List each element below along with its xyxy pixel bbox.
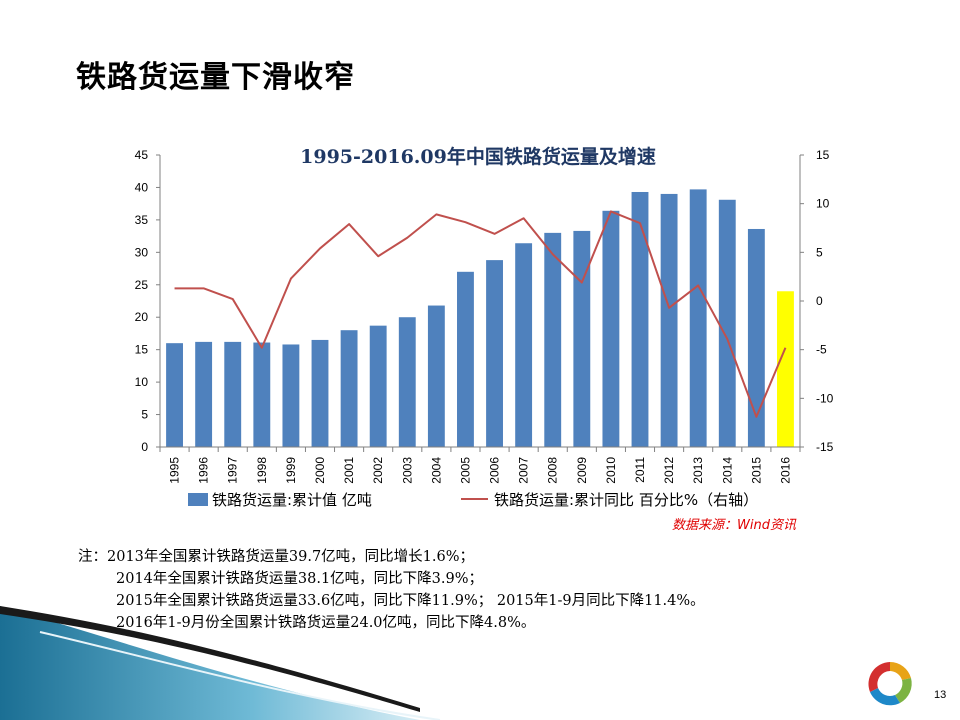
x-tick-label: 2002 [371, 457, 385, 484]
x-tick-label: 2007 [517, 457, 531, 484]
right-tick-label: 10 [816, 197, 830, 211]
left-tick-label: 10 [135, 375, 149, 389]
left-tick-label: 30 [135, 245, 149, 259]
bar [195, 341, 213, 447]
bar [398, 317, 416, 447]
legend-bar-swatch [188, 493, 208, 506]
bar-series [166, 189, 794, 447]
line-series [174, 210, 787, 418]
page-number: 13 [934, 689, 947, 701]
note-line: 2016年1-9月份全国累计铁路货运量24.0亿吨，同比下降4.8%。 [116, 615, 536, 631]
x-tick-label: 2013 [691, 457, 705, 484]
x-tick-label: 2009 [575, 457, 589, 484]
x-tick-label: 2008 [546, 457, 560, 484]
right-axis: -15 -10 -5 0 5 10 15 [800, 148, 834, 454]
right-tick-label: -10 [816, 391, 834, 405]
x-tick-label: 2015 [749, 457, 763, 484]
right-tick-label: 0 [816, 294, 823, 308]
x-tick-label: 2014 [720, 457, 734, 484]
bar [573, 230, 591, 447]
slide-title: 铁路货运量下滑收窄 [76, 60, 355, 95]
left-tick-label: 5 [141, 408, 148, 422]
bar [369, 325, 387, 447]
x-tick-label: 2004 [429, 457, 443, 484]
left-tick-label: 20 [135, 310, 149, 324]
x-axis-labels: 1995 1996 1997 1998 1999 2000 2001 2002 2003 2004… [168, 457, 793, 484]
bar [486, 260, 503, 447]
legend: 铁路货运量:累计值 亿吨 铁路货运量:累计同比 百分比%（右轴） [188, 491, 758, 509]
bar [718, 199, 736, 447]
bar [515, 243, 533, 447]
x-tick-label: 1999 [284, 457, 298, 484]
x-tick-label: 2000 [313, 457, 327, 484]
x-tick-label: 2012 [662, 457, 676, 484]
bar [166, 343, 183, 447]
x-tick-label: 2001 [342, 457, 356, 484]
left-tick-label: 15 [135, 343, 149, 357]
x-tick-label: 2006 [488, 457, 502, 484]
right-tick-label: -15 [816, 440, 834, 454]
x-tick-label: 1996 [197, 457, 211, 484]
right-tick-label: 5 [816, 245, 823, 259]
bar [457, 271, 474, 447]
data-source: 数据来源：Wind资讯 [672, 518, 796, 533]
axis-lines [159, 155, 801, 452]
note-line: 注：2013年全国累计铁路货运量39.7亿吨，同比增长1.6%； [78, 549, 475, 565]
note-line: 2014年全国累计铁路货运量38.1亿吨，同比下降3.9%； [116, 571, 484, 587]
x-tick-label: 2016 [778, 457, 792, 484]
x-tick-label: 2003 [400, 457, 414, 484]
bar [224, 341, 242, 447]
bar [777, 291, 794, 447]
bar [660, 193, 678, 447]
x-tick-label: 2010 [604, 457, 618, 484]
bar [602, 210, 620, 447]
left-tick-label: 0 [141, 440, 148, 454]
legend-bar-label: 铁路货运量:累计值 亿吨 [212, 491, 372, 509]
bar [747, 228, 765, 447]
bar [253, 342, 271, 447]
notes: 注：2013年全国累计铁路货运量39.7亿吨，同比增长1.6%； 2014年全国… [78, 546, 705, 634]
bar [340, 330, 358, 447]
x-tick-label: 1998 [255, 457, 269, 484]
bar [631, 191, 649, 447]
bar [689, 189, 707, 447]
x-tick-label: 2011 [633, 457, 647, 483]
growth-line [174, 210, 787, 418]
x-tick-label: 1995 [168, 457, 182, 484]
left-tick-label: 25 [135, 278, 149, 292]
x-tick-label: 2005 [458, 457, 472, 484]
right-tick-label: -5 [816, 343, 827, 357]
legend-line-label: 铁路货运量:累计同比 百分比%（右轴） [494, 491, 758, 509]
right-tick-label: 15 [816, 148, 830, 162]
bar [311, 339, 329, 447]
left-tick-label: 40 [135, 180, 149, 194]
company-logo-icon [868, 662, 912, 706]
bar [427, 305, 445, 447]
left-tick-label: 45 [135, 148, 149, 162]
left-tick-label: 35 [135, 213, 149, 227]
chart-title: 1995-2016.09年中国铁路货运量及增速 [300, 145, 656, 168]
note-line: 2015年全国累计铁路货运量33.6亿吨，同比下降11.9%； 2015年1-9… [116, 593, 705, 609]
left-axis: 0 5 10 15 20 25 30 35 40 45 [135, 148, 160, 454]
bar [544, 232, 562, 447]
bar [282, 344, 300, 447]
x-tick-label: 1997 [226, 457, 240, 484]
